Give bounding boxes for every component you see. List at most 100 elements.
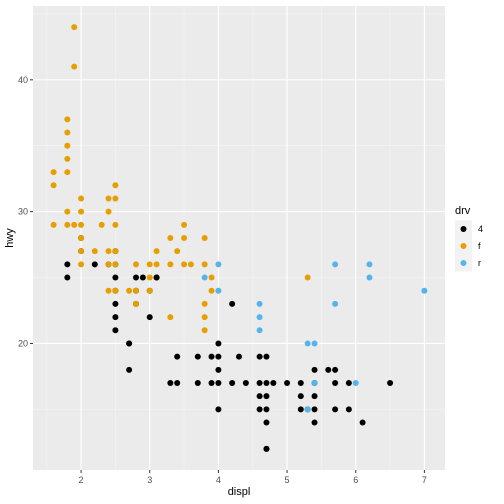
data-point-r (304, 340, 311, 347)
data-point-4 (229, 380, 236, 386)
data-point-r (256, 314, 263, 321)
data-point-4 (139, 274, 146, 281)
data-point-4 (229, 300, 236, 307)
data-point-f (133, 261, 139, 268)
data-point-f (153, 261, 160, 268)
data-point-f (208, 287, 215, 294)
data-point-f (181, 221, 188, 228)
data-point-4 (91, 261, 98, 268)
data-point-f (78, 235, 85, 241)
data-point-4 (297, 393, 304, 400)
data-point-f (167, 314, 174, 321)
data-point-4 (332, 366, 339, 373)
legend-key-f (460, 243, 467, 249)
data-point-f (78, 195, 85, 202)
data-point-f (133, 287, 139, 294)
data-point-f (71, 24, 78, 31)
data-point-4 (359, 419, 366, 426)
data-point-r (256, 327, 263, 334)
data-point-r (332, 261, 339, 268)
data-point-4 (242, 380, 249, 386)
x-tick-label: 7 (422, 475, 427, 485)
data-point-f (105, 261, 112, 268)
data-point-r (421, 287, 428, 294)
data-point-4 (263, 406, 270, 413)
data-point-f (201, 235, 208, 241)
data-point-f (64, 208, 71, 215)
data-point-r (304, 406, 311, 413)
data-point-r (366, 274, 373, 281)
data-point-4 (284, 380, 291, 386)
data-point-f (105, 195, 112, 202)
data-point-r (332, 300, 339, 307)
data-point-4 (174, 380, 181, 386)
legend-label-f: f (478, 241, 481, 251)
data-point-4 (332, 406, 339, 413)
data-point-f (208, 274, 215, 281)
data-point-f (105, 208, 112, 215)
data-point-4 (112, 314, 119, 321)
data-point-f (201, 327, 208, 334)
data-point-4 (297, 406, 304, 413)
data-point-f (174, 248, 181, 255)
gridlines (33, 6, 445, 470)
legend-key-4 (460, 226, 467, 232)
data-point-f (50, 169, 57, 176)
data-point-f (112, 287, 119, 294)
data-point-4 (112, 300, 119, 307)
data-point-f (64, 169, 71, 176)
data-point-r (201, 274, 208, 281)
data-point-4 (263, 393, 270, 400)
data-point-4 (263, 419, 270, 426)
data-point-4 (64, 274, 71, 281)
data-point-f (64, 155, 71, 162)
data-point-f (64, 142, 71, 149)
data-point-4 (236, 353, 242, 360)
data-point-f (126, 287, 133, 294)
data-point-4 (215, 380, 222, 386)
data-point-f (64, 129, 71, 136)
data-point-4 (311, 419, 318, 426)
data-point-4 (256, 380, 263, 386)
data-point-f (78, 208, 85, 215)
data-point-f (304, 274, 311, 281)
data-point-f (112, 261, 119, 268)
y-axis-title: hwy (4, 228, 16, 248)
data-point-4 (208, 353, 215, 360)
data-point-4 (153, 274, 160, 281)
data-point-4 (146, 314, 153, 321)
data-point-f (146, 261, 153, 268)
data-point-4 (387, 380, 394, 386)
data-point-f (105, 287, 112, 294)
data-point-4 (194, 380, 201, 386)
data-point-f (187, 261, 194, 268)
data-point-4 (263, 380, 270, 386)
data-point-f (201, 261, 208, 268)
x-tick-label: 6 (353, 475, 358, 485)
data-point-f (105, 248, 112, 255)
data-point-r (215, 287, 222, 294)
data-point-4 (345, 406, 352, 413)
data-point-4 (194, 353, 201, 360)
data-point-4 (64, 261, 71, 268)
data-point-4 (126, 340, 133, 347)
data-point-4 (263, 353, 270, 360)
data-point-r (256, 300, 263, 307)
data-point-4 (174, 353, 181, 360)
data-point-4 (270, 380, 277, 386)
data-point-4 (215, 353, 222, 360)
x-tick-label: 4 (216, 475, 221, 485)
y-tick-label: 30 (18, 207, 28, 217)
data-point-4 (112, 274, 119, 281)
data-point-f (201, 314, 208, 321)
data-point-f (50, 221, 57, 228)
data-point-r (311, 380, 318, 386)
legend: drv 4 fr (455, 205, 483, 272)
data-point-f (64, 221, 71, 228)
data-point-f (91, 248, 98, 255)
data-point-4 (311, 406, 318, 413)
panel-background (33, 6, 445, 470)
legend-title: drv (455, 205, 471, 217)
data-point-r (352, 380, 359, 386)
